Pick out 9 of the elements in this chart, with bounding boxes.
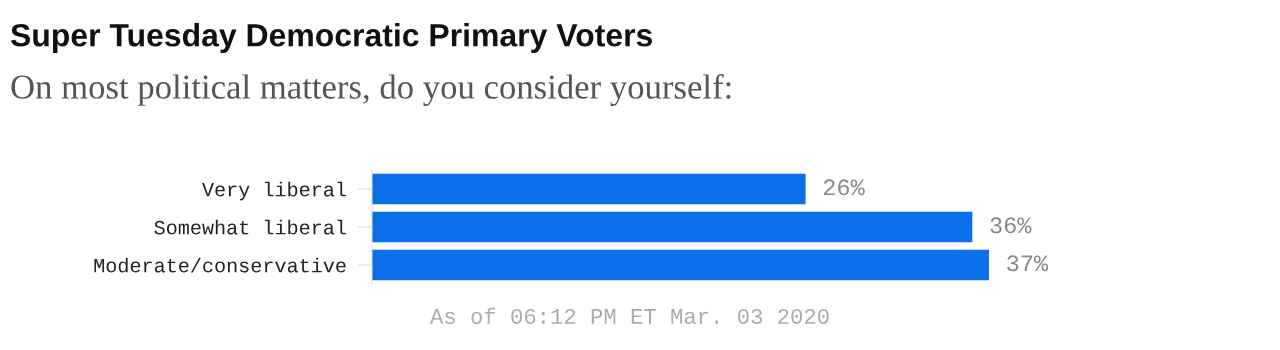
data-label: 36%: [990, 217, 1032, 234]
y-tick-label: Very liberal: [202, 181, 346, 201]
data-label: 37%: [1007, 255, 1049, 272]
chart-subtitle: On most political matters, do you consider yourself:: [11, 74, 731, 106]
text: As of 06:12 PM ET Mar. 03 2020: [430, 307, 829, 324]
y-tick-label: Somewhat liberal: [154, 219, 346, 235]
data-label: 26%: [823, 179, 865, 196]
chart-title: Super Tuesday Democratic Primary Voters: [10, 23, 653, 53]
y-tick-label: Moderate/conservative: [94, 257, 346, 273]
